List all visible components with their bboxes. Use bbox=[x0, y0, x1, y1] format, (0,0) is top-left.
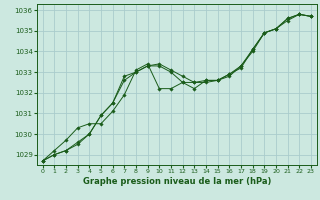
X-axis label: Graphe pression niveau de la mer (hPa): Graphe pression niveau de la mer (hPa) bbox=[83, 177, 271, 186]
